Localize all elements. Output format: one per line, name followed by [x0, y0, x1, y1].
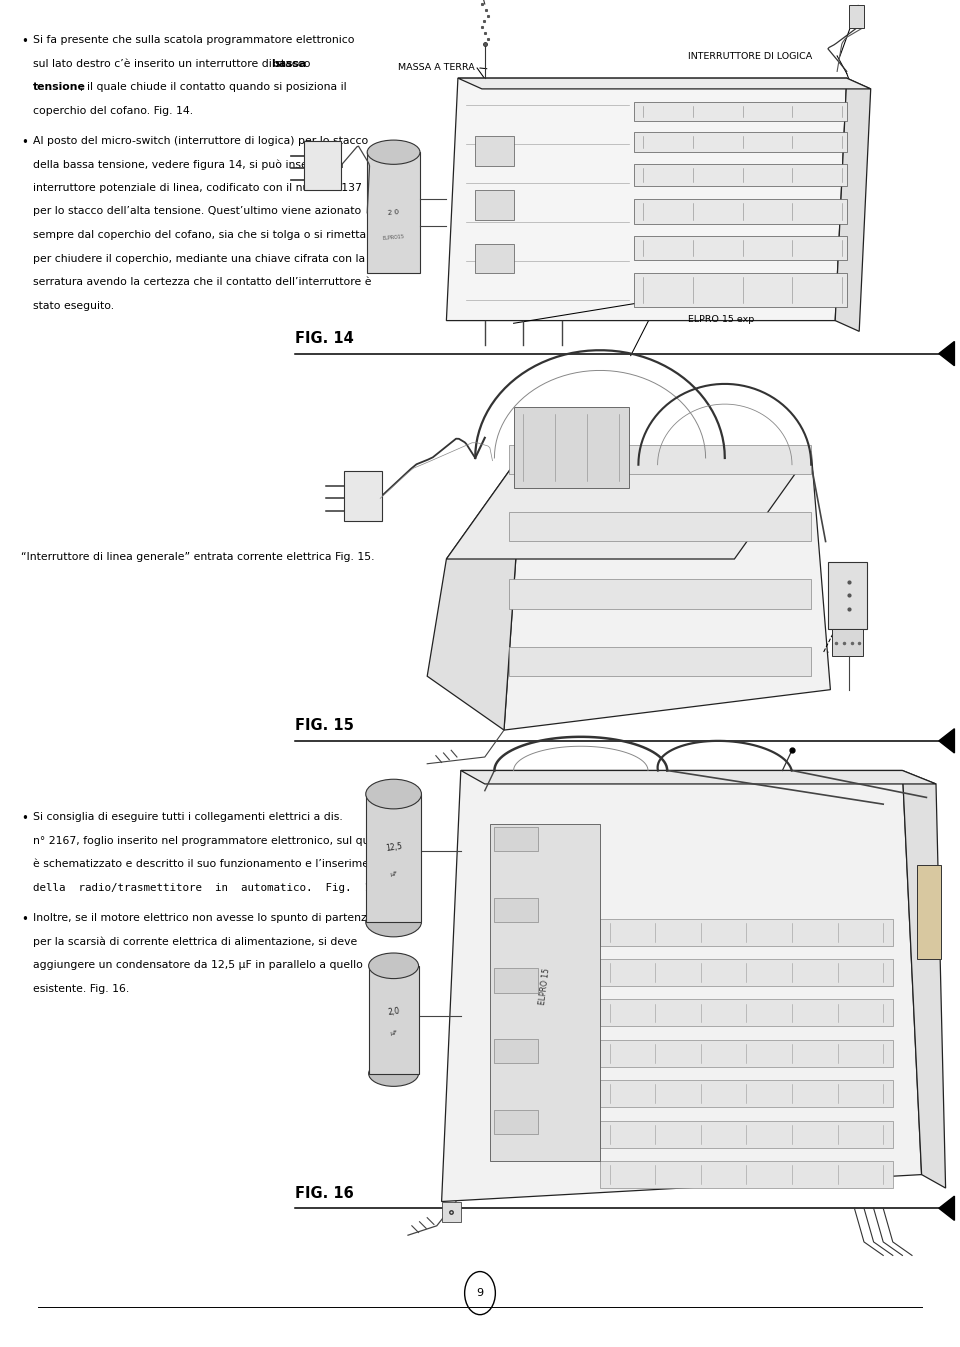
Polygon shape — [939, 729, 954, 753]
Text: , il quale chiude il contatto quando si posiziona il: , il quale chiude il contatto quando si … — [81, 82, 347, 92]
Polygon shape — [600, 1080, 893, 1107]
Polygon shape — [509, 579, 811, 609]
Text: sempre dal coperchio del cofano, sia che si tolga o si rimetta: sempre dal coperchio del cofano, sia che… — [33, 230, 366, 240]
Polygon shape — [461, 770, 936, 784]
Polygon shape — [600, 919, 893, 946]
Ellipse shape — [369, 1061, 419, 1086]
Text: interruttore potenziale di linea, codificato con il numero 137: interruttore potenziale di linea, codifi… — [33, 183, 362, 193]
Text: 137: 137 — [833, 641, 862, 655]
Polygon shape — [600, 959, 893, 986]
Polygon shape — [509, 647, 811, 676]
Text: •: • — [21, 812, 28, 826]
Polygon shape — [835, 78, 871, 331]
Polygon shape — [600, 1161, 893, 1188]
Polygon shape — [446, 451, 811, 559]
Text: ELPRO15: ELPRO15 — [382, 233, 405, 241]
Text: aggiungere un condensatore da 12,5 μF in parallelo a quello: aggiungere un condensatore da 12,5 μF in… — [33, 960, 363, 970]
Polygon shape — [494, 968, 538, 993]
Polygon shape — [475, 190, 514, 220]
Text: μF: μF — [390, 1030, 397, 1036]
Text: coperchio del cofano. Fig. 14.: coperchio del cofano. Fig. 14. — [33, 106, 193, 116]
Text: serratura avendo la certezza che il contatto dell’interruttore è: serratura avendo la certezza che il cont… — [33, 277, 372, 287]
Text: per chiudere il coperchio, mediante una chiave cifrata con la: per chiudere il coperchio, mediante una … — [33, 253, 365, 264]
Polygon shape — [475, 244, 514, 273]
Polygon shape — [917, 865, 941, 959]
Polygon shape — [634, 132, 847, 152]
Text: MASSA A TERRA: MASSA A TERRA — [398, 63, 475, 71]
Polygon shape — [939, 341, 954, 365]
Text: ELPRO 15 exp: ELPRO 15 exp — [688, 315, 755, 323]
Ellipse shape — [366, 779, 421, 808]
Polygon shape — [600, 1121, 893, 1148]
Polygon shape — [849, 5, 864, 28]
Polygon shape — [475, 136, 514, 166]
Text: 2 0: 2 0 — [388, 209, 399, 217]
Text: μF: μF — [390, 872, 397, 877]
Polygon shape — [600, 999, 893, 1026]
Polygon shape — [304, 141, 341, 190]
Text: •: • — [21, 913, 28, 925]
Text: Inoltre, se il motore elettrico non avesse lo spunto di partenza,: Inoltre, se il motore elettrico non aves… — [33, 913, 376, 923]
Text: della bassa tensione, vedere figura 14, si può inserire un: della bassa tensione, vedere figura 14, … — [33, 159, 343, 170]
Polygon shape — [490, 824, 600, 1161]
Ellipse shape — [369, 954, 419, 978]
Polygon shape — [494, 1040, 538, 1064]
Polygon shape — [509, 445, 811, 474]
Text: è schematizzato e descritto il suo funzionamento e l’inserimento: è schematizzato e descritto il suo funzi… — [33, 859, 387, 869]
Text: 12,5: 12,5 — [385, 842, 402, 853]
Text: •: • — [21, 35, 28, 48]
Text: FIG. 14: FIG. 14 — [295, 331, 353, 346]
Text: Al posto del micro-switch (interruttore di logica) per lo stacco: Al posto del micro-switch (interruttore … — [33, 136, 368, 145]
Polygon shape — [832, 629, 863, 656]
Text: Si fa presente che sulla scatola programmatore elettronico: Si fa presente che sulla scatola program… — [33, 35, 354, 44]
Text: n° 2167, foglio inserito nel programmatore elettronico, sul quale: n° 2167, foglio inserito nel programmato… — [33, 835, 386, 846]
Polygon shape — [369, 966, 419, 1074]
Polygon shape — [494, 897, 538, 921]
Polygon shape — [634, 164, 847, 186]
Polygon shape — [634, 236, 847, 260]
Text: FIG. 16: FIG. 16 — [295, 1185, 353, 1202]
Polygon shape — [828, 562, 867, 629]
Polygon shape — [514, 407, 629, 488]
Polygon shape — [442, 1202, 461, 1222]
Text: della  radio/trasmettitore  in  automatico.  Fig.  12.: della radio/trasmettitore in automatico.… — [33, 884, 384, 893]
Text: esistente. Fig. 16.: esistente. Fig. 16. — [33, 983, 129, 994]
Text: 9: 9 — [476, 1288, 484, 1299]
Polygon shape — [504, 451, 830, 730]
Text: 2,0: 2,0 — [387, 1006, 400, 1017]
Ellipse shape — [366, 908, 421, 938]
Polygon shape — [634, 273, 847, 307]
Text: ELPRO 15: ELPRO 15 — [538, 967, 551, 1005]
Text: “Interruttore di linea generale” entrata corrente elettrica Fig. 15.: “Interruttore di linea generale” entrata… — [21, 552, 374, 562]
Polygon shape — [446, 78, 847, 321]
Ellipse shape — [368, 140, 420, 164]
Polygon shape — [634, 199, 847, 224]
Polygon shape — [344, 471, 382, 521]
Polygon shape — [634, 102, 847, 121]
Text: FIG. 15: FIG. 15 — [295, 718, 353, 733]
Text: per lo stacco dell’alta tensione. Quest’ultimo viene azionato: per lo stacco dell’alta tensione. Quest’… — [33, 206, 361, 217]
Polygon shape — [509, 512, 811, 541]
Polygon shape — [494, 1110, 538, 1134]
Polygon shape — [458, 78, 871, 89]
Polygon shape — [367, 152, 420, 273]
Polygon shape — [442, 770, 922, 1202]
Text: sul lato destro c’è inserito un interruttore di stacco: sul lato destro c’è inserito un interrut… — [33, 58, 314, 69]
Text: •: • — [21, 136, 28, 148]
Text: tensione: tensione — [33, 82, 85, 92]
Polygon shape — [902, 770, 946, 1188]
Polygon shape — [600, 1040, 893, 1067]
Polygon shape — [427, 451, 523, 730]
Polygon shape — [366, 795, 421, 921]
Text: per la scarsià di corrente elettrica di alimentazione, si deve: per la scarsià di corrente elettrica di … — [33, 936, 357, 947]
Text: Si consiglia di eseguire tutti i collegamenti elettrici a dis.: Si consiglia di eseguire tutti i collega… — [33, 812, 343, 822]
Polygon shape — [494, 827, 538, 851]
Polygon shape — [939, 1196, 954, 1220]
Text: bassa: bassa — [271, 58, 306, 69]
Text: stato eseguito.: stato eseguito. — [33, 300, 114, 311]
Text: PROGRAMMATORE ELETTRONICO: PROGRAMMATORE ELETTRONICO — [688, 291, 845, 300]
Text: INTERRUTTORE DI LOGICA: INTERRUTTORE DI LOGICA — [688, 53, 812, 61]
